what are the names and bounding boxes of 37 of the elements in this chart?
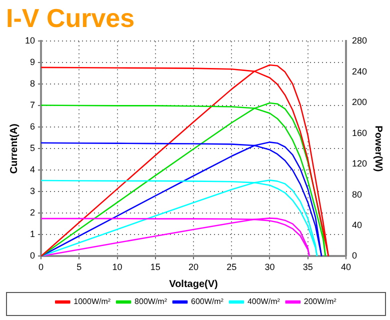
y-tick-label: 0 [30,250,36,261]
legend-label: 200W/m² [304,297,337,306]
y-tick-label: 7 [30,100,36,110]
y2-tick-label: 120 [352,158,368,169]
legend-label: 600W/m² [191,297,224,306]
y2-tick-label: 80 [352,189,362,200]
x-tick-label: 15 [150,262,160,272]
legend-label: 800W/m² [134,297,168,306]
x-tick-label: 5 [76,262,82,272]
x-tick-label: 20 [188,262,199,272]
x-tick-label: 0 [38,262,44,272]
x-tick-label: 30 [264,262,275,272]
y-tick-label: 8 [30,78,36,89]
y2-axis-title: Power(W) [372,126,384,172]
y2-tick-label: 280 [352,36,368,46]
y-tick-label: 2 [30,208,36,218]
x-axis-title: Voltage(V) [169,278,218,290]
x-tick-label: 25 [226,262,237,272]
y2-tick-label: 40 [352,220,362,230]
chart-title: I-V Curves [6,2,135,33]
y2-tick-label: 200 [352,97,368,108]
y2-tick-label: 160 [352,128,368,138]
x-tick-label: 10 [112,262,122,272]
y2-tick-label: 0 [352,250,357,261]
y-tick-label: 10 [24,36,36,46]
y-tick-label: 3 [30,186,36,196]
y-tick-label: 5 [30,143,36,154]
y-tick-label: 1 [30,229,36,240]
y-axis-title: Current(A) [8,124,20,174]
y-tick-label: 9 [30,57,36,68]
y-tick-label: 4 [30,164,36,175]
y-tick-label: 6 [30,122,36,132]
x-tick-label: 35 [302,262,313,272]
legend-label: 1000W/m² [74,297,111,306]
legend-label: 400W/m² [247,297,280,306]
x-tick-label: 40 [340,262,351,272]
y2-tick-label: 240 [352,66,368,76]
